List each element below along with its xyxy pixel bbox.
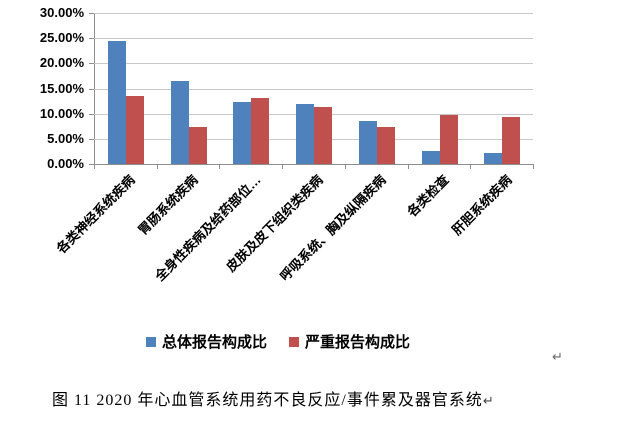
x-axis-tick: [219, 165, 221, 169]
legend-item-series1: 总体报告构成比: [146, 331, 267, 352]
x-category-label: 肝胆系统疾病: [448, 172, 515, 238]
y-axis-tick: [89, 113, 94, 115]
y-axis-tick-label: 25.00%: [39, 30, 84, 46]
bar-series2: [376, 127, 395, 164]
x-axis-tick: [282, 165, 284, 169]
x-category-label: 呼吸系统、胸及纵隔疾病: [277, 172, 389, 284]
figure-caption-text: 图 11 2020 年心血管系统用药不良反应/事件累及器官系统: [52, 392, 483, 409]
x-category-label: 各类神经系统疾病: [53, 172, 139, 257]
x-axis-tick: [407, 165, 409, 169]
legend-swatch-red: [289, 336, 300, 347]
x-category-label: 各类检查: [404, 172, 452, 220]
bar-series2: [188, 127, 207, 164]
figure-caption: 图 11 2020 年心血管系统用药不良反应/事件累及器官系统↵: [52, 386, 494, 410]
bar-series2: [439, 115, 458, 164]
bar-series2: [314, 107, 333, 164]
gridline: [94, 13, 533, 14]
caption-return-mark: ↵: [482, 393, 494, 408]
y-axis-tick-label: 5.00%: [47, 130, 84, 146]
x-axis-tick: [344, 165, 346, 169]
x-axis-tick: [156, 165, 158, 169]
y-axis-tick: [89, 38, 94, 40]
y-axis-tick-label: 20.00%: [39, 55, 84, 71]
y-axis-tick-label: 0.00%: [47, 156, 84, 171]
bar-series1: [108, 41, 126, 164]
legend-swatch-blue: [146, 336, 156, 347]
y-axis-tick: [89, 138, 94, 140]
bar-series2: [251, 98, 270, 164]
bar-series1: [421, 151, 440, 164]
bar-series1: [358, 121, 377, 164]
bar-series2: [502, 117, 521, 164]
legend-label-series1: 总体报告构成比: [162, 334, 268, 351]
y-axis-tick: [89, 13, 94, 14]
y-axis-tick-label: 30.00%: [39, 5, 84, 20]
y-axis-tick-label: 15.00%: [39, 80, 84, 96]
x-axis-tick: [94, 165, 95, 169]
x-axis-tick: [470, 165, 472, 169]
legend-label-series2: 严重报告构成比: [305, 334, 411, 351]
bar-chart: 30.00% 25.00% 20.00% 15.00% 10.00% 5.00% 0.00%…: [39, 5, 534, 284]
x-axis-tick: [533, 165, 534, 169]
gridline: [94, 63, 533, 65]
bar-series1: [296, 104, 315, 164]
x-category-label: 全身性疾病及给药部位…: [151, 172, 264, 284]
bar-series1: [484, 153, 503, 164]
paragraph-return-mark: ↵: [552, 349, 563, 364]
y-axis-tick: [89, 164, 94, 165]
y-axis-tick: [89, 63, 94, 65]
gridline: [94, 88, 533, 90]
bar-series1: [170, 81, 189, 164]
bar-series1: [233, 102, 252, 164]
y-axis-tick-label: 10.00%: [39, 105, 84, 121]
bar-series2: [126, 96, 144, 164]
legend-item-series2: 严重报告构成比: [289, 331, 410, 352]
gridline: [94, 38, 533, 40]
chart-legend: 总体报告构成比 严重报告构成比: [146, 331, 410, 352]
y-axis-tick: [89, 88, 94, 90]
